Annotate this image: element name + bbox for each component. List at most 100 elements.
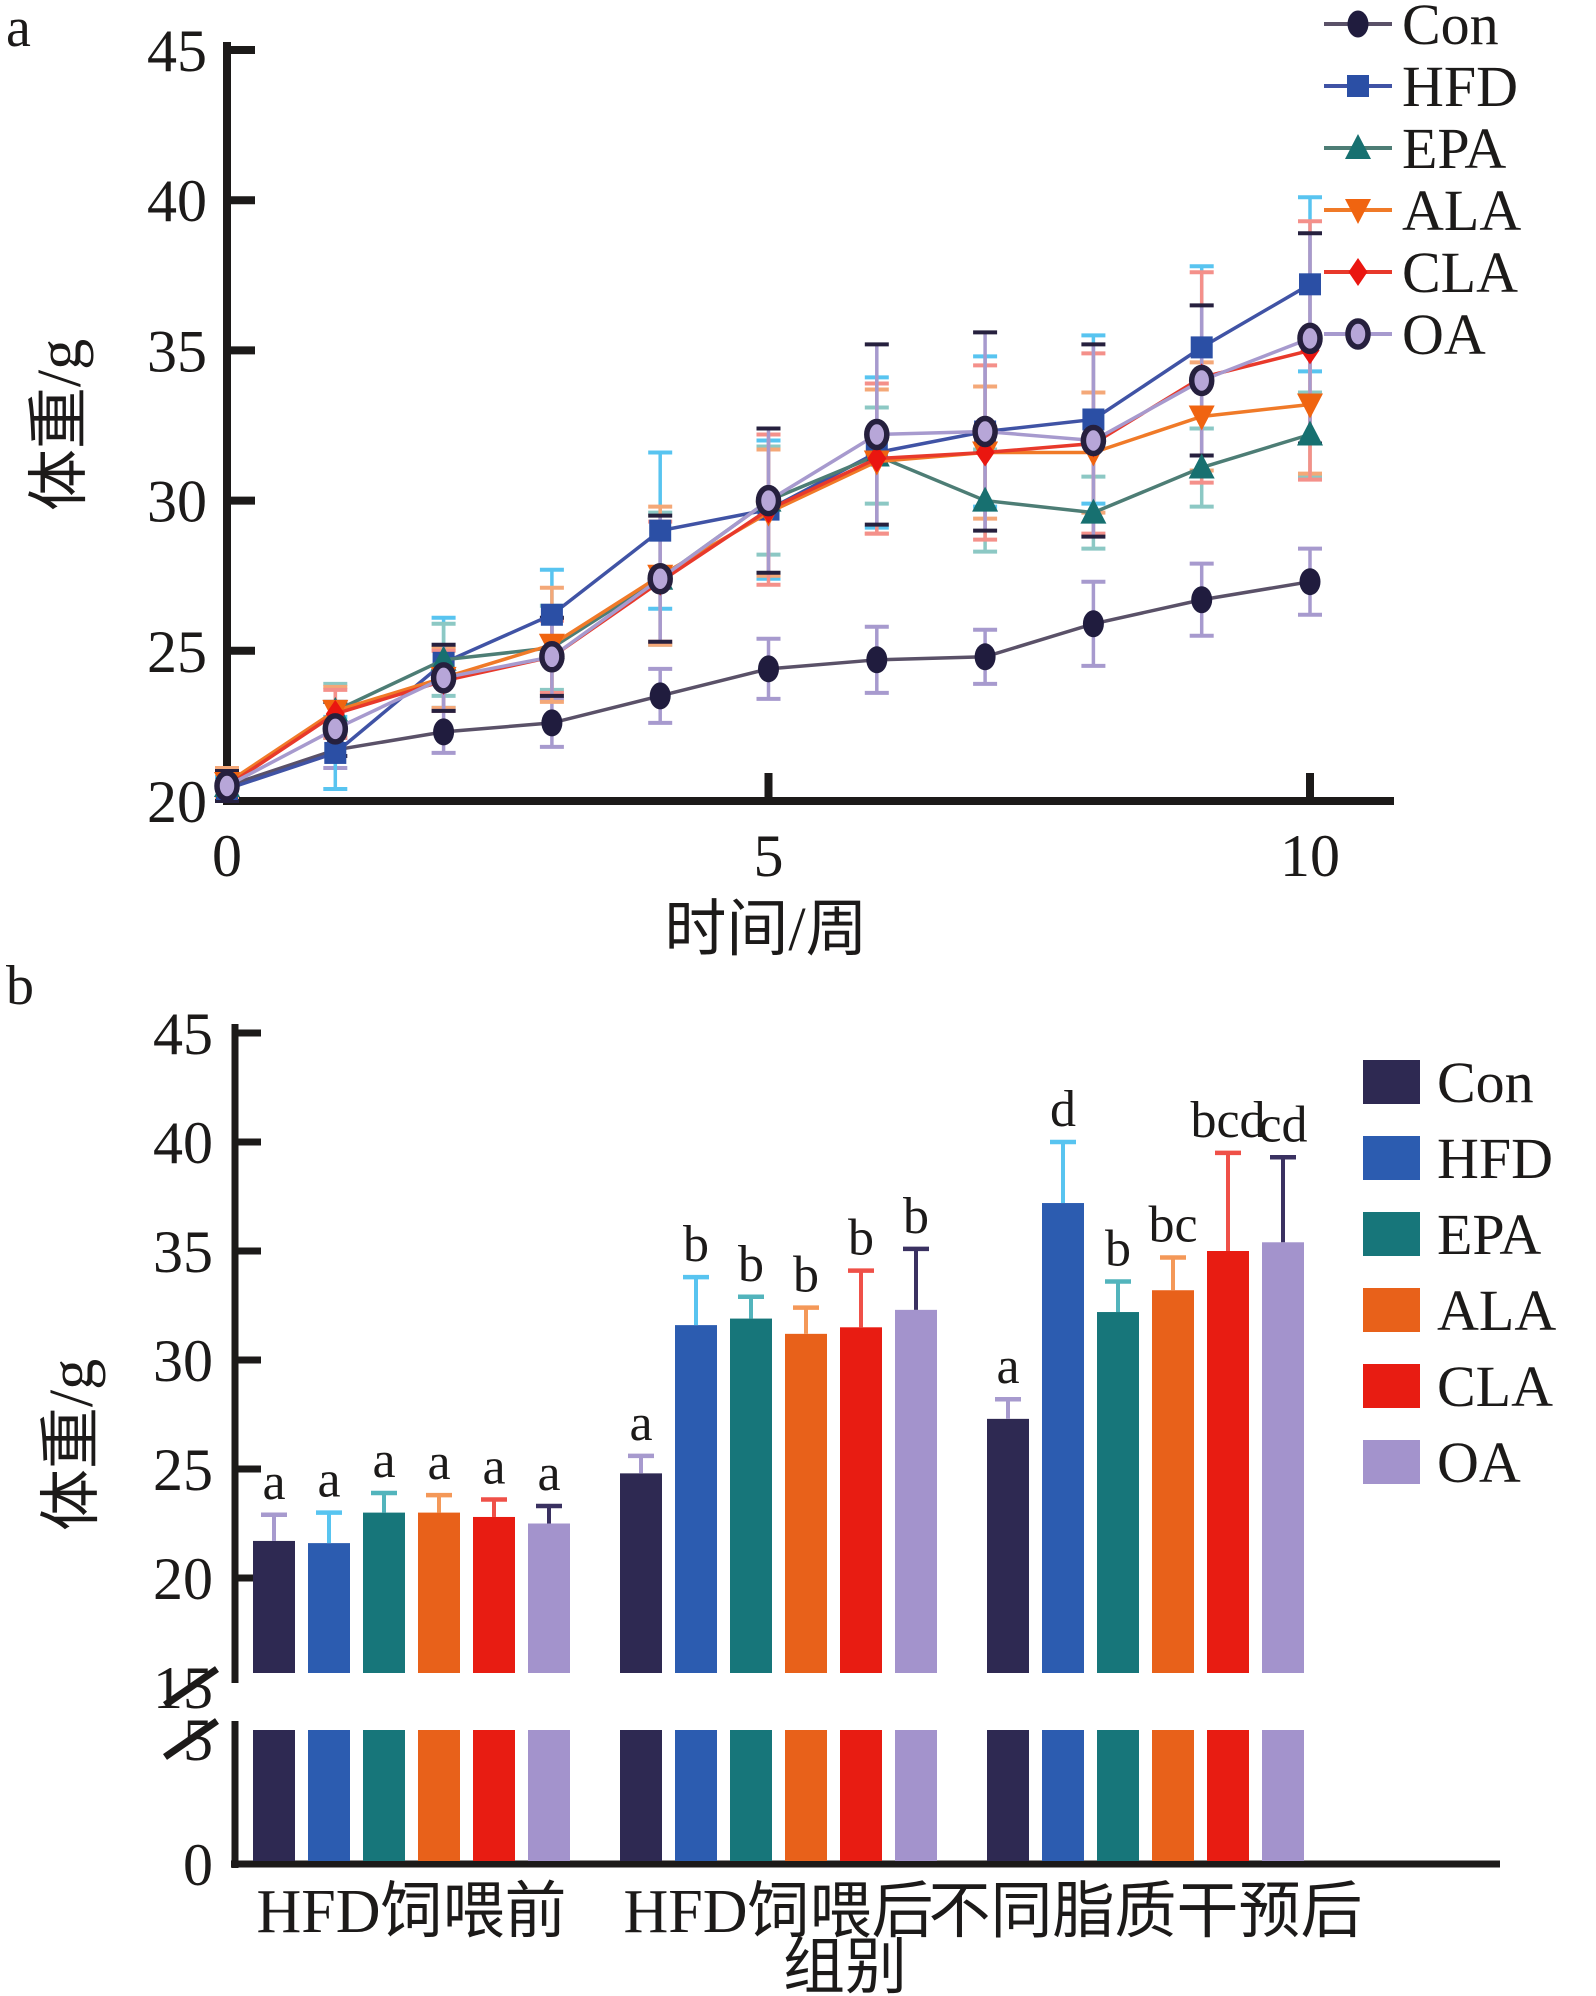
sig-letter-Con-0: a: [262, 1454, 285, 1511]
sig-letter-HFD-1: b: [683, 1216, 709, 1273]
bar-ALA-1: [785, 1333, 827, 1673]
EPA-legend-swatch: [1363, 1212, 1420, 1256]
panel-b-y-tick-label: 40: [153, 1110, 213, 1176]
panel-b-y-tick-label: 25: [153, 1437, 213, 1503]
panel-b-label: b: [6, 955, 34, 1017]
OA-marker: [1345, 318, 1371, 350]
legend-b-item-HFD: HFD: [1363, 1126, 1553, 1191]
Con-marker: [1082, 610, 1104, 638]
legend-b-item-ALA: ALA: [1363, 1278, 1556, 1343]
legend-b-label-EPA: EPA: [1437, 1202, 1541, 1267]
sig-letter-Con-2: a: [996, 1338, 1019, 1395]
EPA-marker: [1345, 134, 1371, 159]
Con-marker: [433, 718, 455, 746]
bar-lower-CLA-0: [473, 1730, 515, 1861]
EPA-marker: [1297, 420, 1323, 446]
bar-Con-1: [620, 1473, 662, 1673]
sig-letter-OA-1: b: [903, 1188, 929, 1245]
legend-a-item-HFD: HFD: [1324, 54, 1518, 119]
bar-series-HFD: a b d: [308, 1081, 1084, 1861]
category-label-0: HFD饲喂前: [256, 1878, 566, 1946]
HFD-marker: [649, 519, 672, 542]
legend-a-label-Con: Con: [1402, 0, 1499, 57]
legend-b-label-ALA: ALA: [1437, 1278, 1556, 1343]
bar-HFD-1: [675, 1325, 717, 1673]
bar-lower-EPA-0: [363, 1730, 405, 1861]
bar-lower-CLA-2: [1207, 1730, 1249, 1861]
ALA-marker: [1188, 405, 1215, 431]
legend-b-label-HFD: HFD: [1437, 1126, 1553, 1191]
legend-a-label-ALA: ALA: [1402, 178, 1521, 243]
legend-b-label-CLA: CLA: [1437, 1354, 1553, 1419]
HFD-marker: [1347, 75, 1369, 97]
panel-b-y-tick-label: 45: [153, 1001, 213, 1067]
bar-lower-HFD-0: [308, 1730, 350, 1861]
bar-lower-OA-2: [1262, 1730, 1304, 1861]
sig-letter-ALA-1: b: [793, 1247, 819, 1304]
bar-EPA-0: [363, 1512, 405, 1673]
legend-a-label-OA: OA: [1402, 302, 1486, 367]
Con-marker: [974, 643, 996, 671]
category-label-1: HFD饲喂后: [623, 1878, 933, 1946]
OA-marker: [1297, 322, 1323, 355]
OA-marker: [647, 562, 673, 595]
sig-letter-OA-2: cd: [1258, 1096, 1307, 1153]
CLA-marker: [867, 444, 887, 473]
bar-lower-Con-2: [987, 1730, 1029, 1861]
bar-lower-HFD-2: [1042, 1730, 1084, 1861]
bar-lower-Con-1: [620, 1730, 662, 1861]
panel-a-y-tick-label: 35: [147, 318, 207, 384]
OA-marker: [972, 415, 998, 448]
axis-break-slash-upper: [163, 1666, 219, 1708]
bar-series-Con: a a a: [253, 1338, 1029, 1861]
panel-a-y-tick-label: 30: [147, 469, 207, 535]
sig-letter-Con-1: a: [629, 1395, 652, 1452]
bar-OA-1: [895, 1309, 937, 1673]
panel-a-x-tick-label: 0: [212, 823, 242, 889]
category-label-2: 不同脂质干预后: [928, 1878, 1362, 1946]
legend-b-label-OA: OA: [1437, 1430, 1521, 1495]
sig-letter-ALA-2: bc: [1148, 1197, 1197, 1254]
bar-series-CLA: a b bcd: [473, 1092, 1266, 1861]
sig-letter-EPA-2: b: [1105, 1221, 1131, 1278]
bar-ALA-0: [418, 1512, 460, 1673]
HFD-marker: [324, 741, 347, 764]
Con-marker: [649, 682, 671, 710]
HFD-marker: [1190, 336, 1213, 359]
legend-b-item-EPA: EPA: [1363, 1202, 1541, 1267]
sig-letter-OA-0: a: [537, 1445, 560, 1502]
panel-a-axes: 20 25 30 35 40 45 0 5 10: [147, 18, 1394, 889]
panel-a-label: a: [6, 0, 31, 59]
sig-letter-ALA-0: a: [427, 1434, 450, 1491]
bar-lower-ALA-1: [785, 1730, 827, 1861]
bar-CLA-1: [840, 1327, 882, 1673]
ALA-marker: [1297, 393, 1323, 419]
bar-HFD-2: [1042, 1203, 1084, 1673]
panel-a-y-tick-label: 40: [147, 168, 207, 234]
Con-marker: [541, 709, 563, 737]
HFD-marker: [1082, 408, 1105, 431]
bar-CLA-0: [473, 1516, 515, 1673]
Con-marker: [1299, 568, 1321, 596]
line-series-Con: [216, 568, 1321, 800]
legend-b-item-CLA: CLA: [1363, 1354, 1553, 1419]
sig-letter-CLA-1: b: [848, 1210, 874, 1267]
panel-b-x-axis-title: 组别: [783, 1934, 907, 1996]
CLA-legend-swatch: [1363, 1364, 1420, 1408]
panel-b-y-tick-label: 5: [183, 1707, 213, 1773]
panel-a-x-axis-title: 时间/周: [664, 896, 867, 964]
EPA-marker: [1188, 453, 1215, 479]
bar-lower-CLA-1: [840, 1730, 882, 1861]
panel-b-y-axis-title: 体重/g: [38, 1359, 106, 1531]
axis-break-slash-lower: [163, 1718, 219, 1760]
bar-series-EPA: a b b: [363, 1221, 1139, 1861]
legend-b-item-Con: Con: [1363, 1050, 1534, 1115]
bar-Con-0: [253, 1540, 295, 1673]
HFD-marker: [1299, 273, 1321, 296]
legend-a-item-OA: OA: [1324, 302, 1486, 367]
panel-a-y-tick-label: 25: [147, 619, 207, 685]
bar-ALA-2: [1152, 1290, 1194, 1673]
bar-EPA-1: [730, 1318, 772, 1673]
